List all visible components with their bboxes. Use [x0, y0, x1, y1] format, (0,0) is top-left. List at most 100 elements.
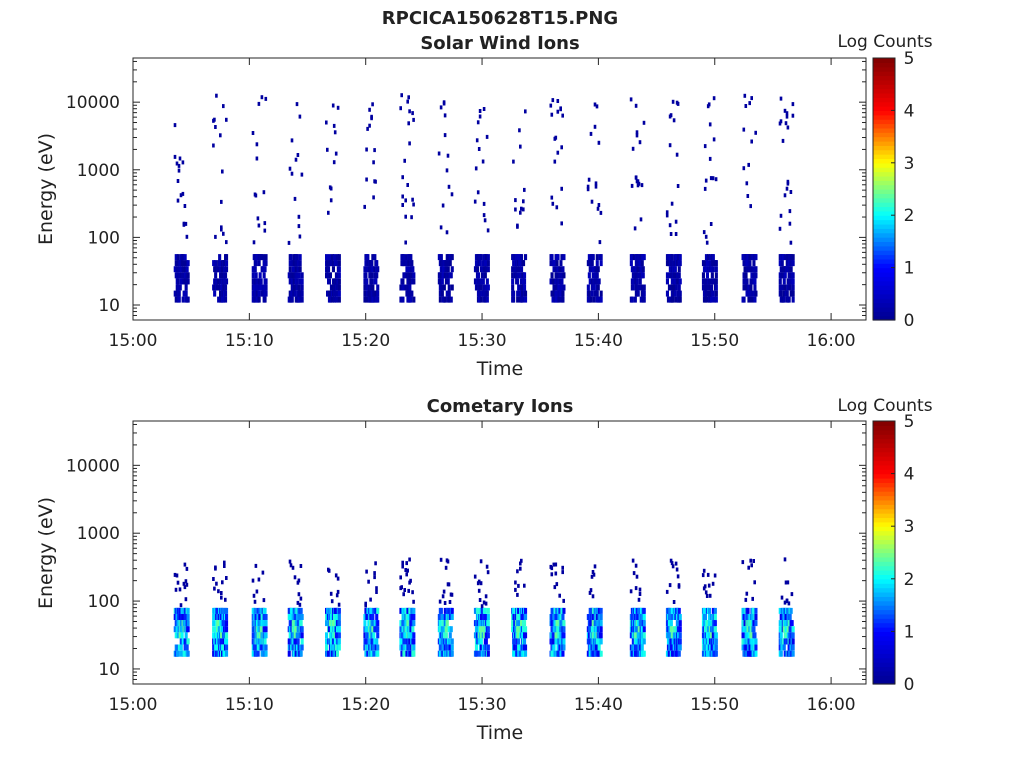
heatmap-cell [665, 290, 669, 297]
heatmap-cell [371, 102, 374, 107]
heatmap-cell [405, 626, 409, 633]
heatmap-cell [703, 638, 707, 645]
heatmap-cell [787, 620, 791, 627]
heatmap-cell [642, 620, 646, 627]
heatmap-cell [482, 626, 486, 633]
heatmap-cell [597, 278, 601, 285]
heatmap-cell [176, 580, 180, 585]
heatmap-cell [261, 620, 265, 627]
heatmap-cell [300, 284, 304, 291]
heatmap-cell [599, 260, 603, 267]
heatmap-cell [678, 620, 682, 627]
heatmap-cell [706, 254, 710, 261]
heatmap-cell [222, 644, 226, 651]
heatmap-cell [367, 620, 371, 627]
heatmap-cell [595, 290, 599, 297]
heatmap-cell [480, 604, 484, 609]
heatmap-cell [299, 564, 303, 568]
heatmap-cell [477, 147, 481, 151]
heatmap-cell [224, 290, 228, 297]
heatmap-cell [516, 278, 520, 285]
heatmap-cell [372, 632, 376, 639]
heatmap-cell [749, 558, 752, 563]
heatmap-cell [366, 284, 370, 291]
heatmap-cell [365, 614, 369, 620]
heatmap-cell [220, 638, 224, 645]
heatmap-cell [634, 586, 638, 591]
heatmap-cell [375, 590, 378, 594]
heatmap-cell [253, 599, 257, 604]
heatmap-cell [221, 266, 225, 273]
heatmap-cell [512, 159, 515, 164]
heatmap-cell [599, 650, 603, 657]
heatmap-cell [294, 620, 298, 627]
heatmap-cell [300, 278, 304, 285]
heatmap-cell [746, 194, 750, 198]
heatmap-cell [225, 576, 228, 580]
heatmap-cell [518, 290, 522, 297]
heatmap-cell [672, 284, 676, 291]
heatmap-cell [258, 607, 262, 614]
heatmap-cell [748, 254, 752, 261]
heatmap-cell [562, 644, 566, 651]
panel-solar-wind: Solar Wind Ions 15:00 15:10 15:20 15:30 15:4… [35, 32, 933, 380]
heatmap-cell [371, 620, 375, 627]
heatmap-cell [745, 181, 749, 186]
heatmap-cell [329, 591, 333, 596]
colorbar-segment [873, 552, 895, 558]
colorbar-segment [873, 145, 895, 151]
heatmap-cell [299, 596, 303, 601]
colorbar-segment [873, 127, 895, 133]
heatmap-cell [599, 296, 603, 303]
heatmap-cell [375, 614, 379, 620]
heatmap-cell [748, 260, 752, 267]
heatmap-cell [263, 221, 267, 226]
colorbar-segment [873, 600, 895, 606]
heatmap-cell [588, 590, 592, 595]
heatmap-cell [710, 614, 714, 620]
heatmap-cell [255, 290, 259, 297]
heatmap-cell [562, 620, 566, 627]
heatmap-cell [779, 119, 783, 124]
heatmap-cell [300, 272, 304, 279]
heatmap-cell [376, 296, 380, 303]
heatmap-cell [217, 284, 221, 291]
heatmap-cell [402, 650, 406, 657]
heatmap-cell [332, 123, 336, 128]
heatmap-cell [444, 565, 448, 570]
heatmap-cell [334, 296, 338, 303]
heatmap-cell [225, 607, 229, 614]
heatmap-cell [443, 133, 447, 138]
heatmap-cell [370, 272, 374, 279]
heatmap-cell [293, 284, 297, 291]
heatmap-cell [256, 607, 260, 614]
y-tick-label: 10000 [66, 93, 120, 113]
colorbar-segment [873, 285, 895, 291]
heatmap-cell [677, 584, 681, 589]
heatmap-cell [337, 638, 341, 645]
heatmap-cell [589, 588, 593, 593]
heatmap-cell [255, 156, 259, 161]
colorbar-segment [873, 662, 895, 668]
heatmap-cell [640, 644, 644, 651]
heatmap-cell [410, 290, 414, 297]
heatmap-cell [186, 626, 190, 633]
colorbar-segment [873, 237, 895, 242]
heatmap-cell [633, 607, 637, 614]
colorbar-segment [873, 473, 895, 479]
heatmap-cell [634, 175, 638, 180]
heatmap-cell [173, 290, 177, 297]
heatmap-cell [264, 290, 268, 297]
heatmap-cell [408, 284, 412, 291]
heatmap-cell [186, 278, 190, 285]
heatmap-cell [183, 562, 187, 567]
heatmap-cell [789, 650, 793, 657]
heatmap-cell [478, 260, 482, 267]
heatmap-cell [638, 592, 642, 596]
heatmap-cell [561, 290, 565, 297]
heatmap-cell [701, 278, 705, 285]
heatmap-cell [642, 614, 646, 620]
heatmap-cell [445, 230, 449, 235]
heatmap-cell [522, 207, 525, 212]
heatmap-cell [173, 266, 177, 273]
